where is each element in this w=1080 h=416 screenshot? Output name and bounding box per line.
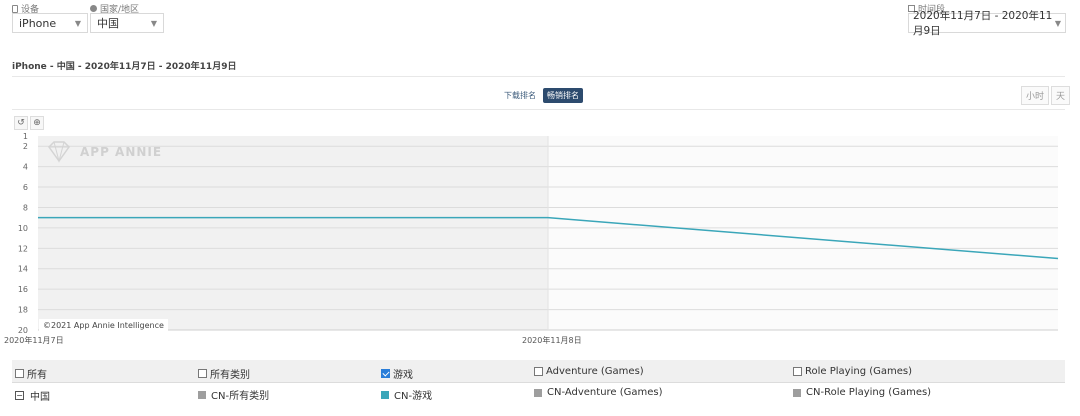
legend-all[interactable]: 所有 bbox=[15, 366, 47, 381]
y-tick-label: 6 bbox=[23, 183, 28, 192]
chart-band-shaded bbox=[38, 136, 548, 330]
legend-all-label: 所有 bbox=[27, 370, 47, 381]
tab-download-rank[interactable]: 下载排名 bbox=[504, 91, 536, 100]
rank-toggle: 下载排名 畅销排名 bbox=[500, 88, 583, 103]
calendar-icon bbox=[908, 5, 915, 12]
legend-series-label: CN-Role Playing (Games) bbox=[806, 387, 932, 398]
checkbox-role-playing[interactable] bbox=[793, 367, 802, 376]
legend-swatch bbox=[793, 388, 801, 397]
legend-role-playing-label: Role Playing (Games) bbox=[805, 366, 913, 377]
copyright: ©2021 App Annie Intelligence bbox=[39, 319, 168, 332]
period-label: 时间段 bbox=[908, 2, 945, 15]
legend-series-label: CN-所有类别 bbox=[211, 391, 270, 402]
chevron-down-icon: ▼ bbox=[150, 18, 157, 28]
legend-series-label: CN-Adventure (Games) bbox=[547, 387, 663, 398]
y-tick-label: 18 bbox=[18, 306, 28, 315]
y-tick-label: 8 bbox=[23, 203, 28, 212]
chevron-down-icon: ▼ bbox=[74, 18, 81, 28]
legend-series-cn-all[interactable]: CN-所有类别 bbox=[198, 387, 269, 402]
checkbox-all-categories[interactable] bbox=[198, 369, 207, 378]
chevron-down-icon: ▼ bbox=[1054, 18, 1061, 28]
y-tick-label: 14 bbox=[18, 265, 28, 274]
legend-games[interactable]: 游戏 bbox=[381, 366, 413, 381]
country-select[interactable]: 中国 ▼ bbox=[90, 13, 164, 33]
y-tick-label: 16 bbox=[18, 285, 28, 294]
granularity-toggle: 小时 天 bbox=[1021, 86, 1071, 105]
checkbox-adventure[interactable] bbox=[534, 367, 543, 376]
y-tick-label: 1 bbox=[23, 132, 28, 141]
country-label-text: 国家/地区 bbox=[100, 5, 140, 15]
chart-band-light bbox=[548, 136, 1058, 330]
legend-series-cn-adventure[interactable]: CN-Adventure (Games) bbox=[534, 387, 663, 398]
zoom-icon[interactable]: ⊕ bbox=[30, 116, 44, 130]
country-label: 国家/地区 bbox=[90, 2, 139, 15]
watermark: APP ANNIE bbox=[46, 140, 162, 164]
period-label-text: 时间段 bbox=[918, 5, 946, 15]
device-select[interactable]: iPhone ▼ bbox=[12, 13, 88, 33]
legend-adventure[interactable]: Adventure (Games) bbox=[534, 366, 644, 377]
device-icon bbox=[12, 4, 18, 13]
legend-country-row[interactable]: − 中国 bbox=[15, 388, 50, 403]
collapse-icon[interactable]: − bbox=[15, 390, 24, 400]
y-tick-label: 12 bbox=[18, 244, 28, 253]
legend-games-label: 游戏 bbox=[393, 370, 413, 381]
globe-icon bbox=[90, 5, 97, 12]
y-tick-label: 10 bbox=[18, 224, 28, 233]
device-label: 设备 bbox=[12, 2, 39, 15]
chart-series bbox=[37, 216, 1059, 260]
y-tick-label: 4 bbox=[23, 163, 28, 172]
legend-role-playing[interactable]: Role Playing (Games) bbox=[793, 366, 912, 377]
y-tick-label: 20 bbox=[18, 326, 28, 335]
chart-background bbox=[38, 136, 1058, 330]
y-tick-label: 2 bbox=[23, 142, 28, 151]
checkbox-games[interactable] bbox=[381, 369, 390, 378]
day-button[interactable]: 天 bbox=[1051, 86, 1071, 105]
y-axis-ticks: 12 4 6 8 10 12 14 16 18 20 bbox=[18, 132, 28, 335]
device-select-value: iPhone bbox=[19, 16, 57, 30]
legend-series-cn-games[interactable]: CN-游戏 bbox=[381, 387, 432, 402]
legend-all-categories[interactable]: 所有类别 bbox=[198, 366, 250, 381]
tab-grossing-rank[interactable]: 畅销排名 bbox=[543, 88, 583, 103]
reset-icon[interactable]: ↺ bbox=[14, 116, 28, 130]
hour-button[interactable]: 小时 bbox=[1021, 86, 1050, 105]
legend-series-label: CN-游戏 bbox=[394, 391, 433, 402]
chart-grid bbox=[38, 136, 1058, 331]
x-tick-label: 2020年11月7日 bbox=[4, 335, 64, 345]
period-select[interactable]: 2020年11月7日 - 2020年11月9日 ▼ bbox=[908, 10, 1066, 37]
device-label-text: 设备 bbox=[21, 5, 40, 15]
legend-country-label: 中国 bbox=[30, 392, 50, 403]
legend-swatch bbox=[198, 390, 206, 399]
rank-chart: 12 4 6 8 10 12 14 16 18 20 2020年11月7日 2020年11月8日 bbox=[4, 132, 1059, 345]
divider bbox=[12, 109, 1065, 110]
legend-all-categories-label: 所有类别 bbox=[210, 370, 250, 381]
country-select-value: 中国 bbox=[97, 17, 119, 30]
diamond-icon bbox=[48, 141, 70, 163]
legend-adventure-label: Adventure (Games) bbox=[546, 366, 644, 377]
x-axis-ticks: 2020年11月7日 2020年11月8日 bbox=[4, 335, 582, 345]
checkbox-all[interactable] bbox=[15, 369, 24, 378]
chart-toolbar: ↺ ⊕ bbox=[14, 116, 44, 130]
legend-swatch bbox=[534, 388, 542, 397]
x-tick-label: 2020年11月8日 bbox=[522, 335, 582, 345]
legend-series-cn-role-playing[interactable]: CN-Role Playing (Games) bbox=[793, 387, 931, 398]
page-subtitle: iPhone - 中国 - 2020年11月7日 - 2020年11月9日 bbox=[12, 62, 237, 72]
divider bbox=[12, 76, 1065, 77]
period-select-value: 2020年11月7日 - 2020年11月9日 bbox=[913, 10, 1053, 37]
legend-swatch bbox=[381, 390, 389, 399]
divider bbox=[12, 382, 1065, 383]
watermark-text: APP ANNIE bbox=[80, 145, 163, 159]
